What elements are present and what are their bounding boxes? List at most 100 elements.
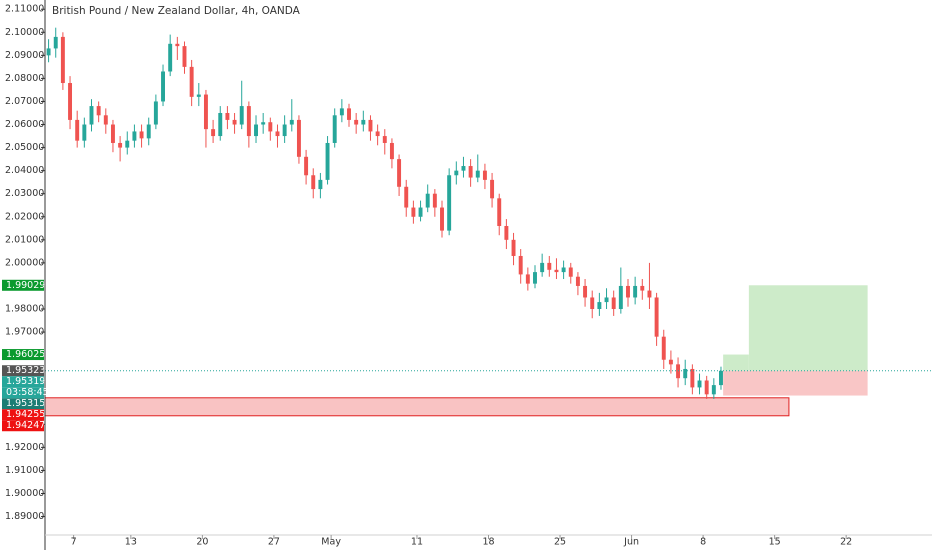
candle-body (103, 115, 108, 125)
x-tick-label: 18 (482, 537, 494, 548)
x-tick-label: 25 (554, 537, 566, 548)
candle-body (447, 175, 452, 231)
candle-body (518, 255, 523, 275)
candle-body (704, 380, 709, 395)
y-tick-label: 2.00000 (5, 257, 44, 268)
candle-body (296, 119, 301, 157)
candle-body (225, 112, 230, 120)
candle-body (218, 112, 223, 137)
y-tick-label: 1.97000 (5, 327, 44, 338)
candle-body (196, 94, 201, 97)
x-tick-label: 11 (411, 537, 423, 548)
candle-body (590, 297, 595, 310)
y-tick-label: 2.04000 (5, 165, 44, 176)
candle-body (139, 131, 144, 139)
candle-body (568, 267, 573, 277)
price-label: 1.99029 (6, 280, 45, 291)
candle-body (611, 297, 616, 310)
price-label: 1.95315 (6, 398, 45, 409)
candle-body (268, 122, 273, 132)
candle-body (161, 71, 165, 102)
candle-body (89, 106, 94, 125)
candle-body (53, 36, 58, 49)
candle-body (232, 119, 237, 125)
candle-body (647, 290, 652, 298)
x-tick-label: 22 (840, 537, 852, 548)
candle-body (60, 36, 65, 84)
candle-body (554, 269, 559, 273)
candle-body (411, 207, 416, 217)
candle-body (440, 207, 444, 231)
candle-body (583, 285, 588, 298)
x-tick-label: 20 (196, 537, 208, 548)
candle-body (690, 368, 695, 388)
x-tick-label: 13 (125, 537, 137, 548)
candle-body (626, 285, 630, 298)
candle-body (361, 119, 366, 125)
candle-body (75, 119, 80, 141)
candle-body (68, 83, 73, 120)
candle-body (676, 364, 681, 379)
y-tick-label: 1.91000 (5, 465, 44, 476)
y-tick-label: 2.05000 (5, 142, 44, 153)
candle-body (533, 272, 537, 284)
y-tick-label: 2.03000 (5, 188, 44, 199)
price-label-bg (2, 398, 44, 410)
candle-body (246, 106, 251, 137)
candle-body (82, 124, 87, 141)
candle-body (261, 122, 266, 125)
candle-body (482, 170, 487, 180)
candle-body (618, 285, 623, 310)
candle-body (561, 267, 566, 273)
candle-body (368, 119, 373, 132)
candle-body (347, 108, 351, 120)
candle-body (132, 131, 137, 141)
candle-body (118, 142, 123, 148)
candle-body (719, 370, 723, 386)
candle-body (175, 43, 180, 47)
candle-body (254, 124, 258, 137)
y-tick-label: 2.11000 (5, 4, 44, 15)
price-label-bg (2, 387, 44, 399)
candle-body (189, 66, 194, 97)
candle-body (418, 207, 423, 217)
partial-profit-area (723, 354, 749, 371)
candle-body (597, 302, 602, 310)
x-tick-label: 27 (268, 537, 280, 548)
price-label-bg (2, 409, 44, 421)
candle-body (332, 115, 337, 143)
price-label-bg (2, 420, 44, 432)
candle-body (339, 108, 344, 116)
y-tick-label: 1.90000 (5, 488, 44, 499)
candle-body (468, 166, 473, 178)
x-tick-label: 8 (700, 537, 706, 548)
price-label-bg (2, 376, 44, 388)
x-tick-label: 7 (71, 537, 77, 548)
candle-body (475, 170, 480, 178)
profit-area (748, 285, 868, 371)
y-tick-label: 1.98000 (5, 304, 44, 315)
candle-body (497, 198, 502, 226)
y-tick-label: 2.07000 (5, 96, 44, 107)
candle-body (382, 136, 387, 143)
candle-body (46, 48, 51, 56)
candle-body (654, 297, 659, 337)
candle-body (239, 106, 244, 125)
candle-body (604, 297, 609, 303)
chart-title: British Pound / New Zealand Dollar, 4h, … (52, 5, 301, 17)
y-tick-label: 2.08000 (5, 73, 44, 84)
support-zone (44, 397, 790, 417)
price-label-bg (2, 349, 44, 361)
x-tick-label: May (321, 537, 341, 548)
price-label: 1.94247 (6, 420, 45, 431)
candle-body (375, 131, 380, 137)
candle-body (304, 156, 309, 176)
price-label: 1.94255 (6, 409, 45, 420)
y-tick-label: 2.06000 (5, 119, 44, 130)
candle-body (683, 368, 688, 379)
price-label: 1.95319 (6, 376, 45, 387)
candle-body (311, 175, 316, 190)
candle-body (168, 43, 173, 72)
